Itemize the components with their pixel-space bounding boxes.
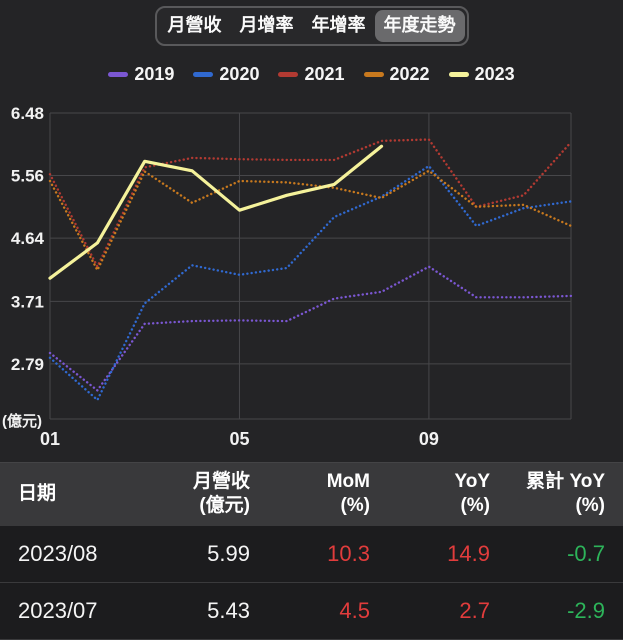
table-header-cell: 累計 YoY (%) — [490, 470, 605, 518]
y-axis-tick-label: 2.79 — [11, 355, 44, 374]
table-body: 2023/08 5.99 10.3 14.9 -0.7 2023/07 5.43 4.5 2.7… — [0, 525, 623, 640]
row-yoy: 2.7 — [459, 597, 490, 623]
row-mom: 10.3 — [327, 540, 370, 566]
series-line-2020 — [48, 164, 573, 402]
y-axis-tick-label: 5.56 — [11, 167, 44, 186]
series-line-2022 — [48, 169, 573, 272]
legend-swatch-icon — [363, 72, 384, 77]
table-header-cell: 日期 — [18, 470, 150, 518]
legend-label: 2022 — [389, 64, 430, 84]
row-date: 2023/07 — [18, 597, 98, 623]
tab-1[interactable]: 月營收 — [167, 15, 222, 35]
tab-bar: 月營收 月增率 年增率 年度走勢 — [154, 6, 469, 46]
header-line1: MoM — [326, 471, 370, 492]
header-line2: (%) — [460, 494, 490, 516]
legend-item-2022: 2022 — [363, 64, 430, 85]
header-line1: YoY — [454, 471, 490, 492]
table-header-cell: 月營收 (億元) — [150, 470, 250, 518]
y-axis-tick-label: 6.48 — [11, 104, 44, 123]
tab-2[interactable]: 月增率 — [239, 15, 294, 35]
legend-swatch-icon — [448, 72, 469, 77]
x-axis-tick-label: 01 — [40, 429, 60, 449]
legend-label: 2020 — [219, 64, 260, 84]
table-header-cell: MoM (%) — [250, 470, 370, 518]
legend-swatch-icon — [278, 72, 299, 77]
row-revenue: 5.43 — [207, 597, 250, 623]
row-revenue: 5.99 — [207, 540, 250, 566]
y-axis-tick-label: 3.71 — [11, 292, 44, 311]
series-line-2019 — [48, 265, 573, 392]
x-axis-tick-label: 09 — [419, 429, 439, 449]
tab-4[interactable]: 年度走勢 — [374, 10, 465, 42]
header-line1: 月營收 — [192, 471, 250, 492]
row-yoy: 14.9 — [447, 540, 490, 566]
legend-swatch-icon — [108, 72, 129, 77]
legend-item-2019: 2019 — [108, 64, 174, 85]
table-header-cell: YoY (%) — [370, 470, 490, 518]
table-row[interactable]: 2023/07 5.43 4.5 2.7 -2.9 — [0, 582, 623, 640]
chart-legend: 2019 2020 2021 2022 2023 — [0, 64, 623, 85]
table-header-row: 日期 月營收 (億元) MoM (%) YoY (%) 累計 YoY (%) — [0, 462, 623, 526]
series-line-2021 — [48, 138, 573, 268]
header-line1: 累計 YoY — [526, 471, 605, 492]
legend-item-2020: 2020 — [193, 64, 259, 85]
legend-swatch-icon — [193, 72, 214, 77]
row-date: 2023/08 — [18, 540, 98, 566]
row-cum-yoy: -0.7 — [567, 540, 605, 566]
legend-item-2023: 2023 — [448, 64, 515, 85]
y-axis-unit-label: (億元) — [2, 412, 42, 430]
legend-item-2021: 2021 — [278, 64, 345, 85]
row-cum-yoy: -2.9 — [567, 597, 605, 623]
series-line-2023 — [48, 144, 384, 280]
legend-label: 2019 — [134, 64, 175, 84]
legend-label: 2021 — [304, 64, 345, 84]
header-line2: (億元) — [199, 494, 250, 516]
x-axis-tick-label: 05 — [229, 429, 249, 449]
header-line2: (%) — [575, 494, 605, 516]
legend-label: 2023 — [474, 64, 515, 84]
monthly-revenue-table: 日期 月營收 (億元) MoM (%) YoY (%) 累計 YoY (%) 2023/08 5.… — [0, 462, 623, 640]
table-row[interactable]: 2023/08 5.99 10.3 14.9 -0.7 — [0, 525, 623, 583]
y-axis-tick-label: 4.64 — [11, 229, 45, 248]
header-line1: 日期 — [18, 482, 57, 504]
row-mom: 4.5 — [339, 597, 370, 623]
revenue-trend-chart: 6.48 5.56 4.64 3.71 2.79 (億元)01 05 09 — [2, 104, 573, 449]
tab-3[interactable]: 年增率 — [311, 15, 366, 35]
header-line2: (%) — [340, 494, 370, 516]
